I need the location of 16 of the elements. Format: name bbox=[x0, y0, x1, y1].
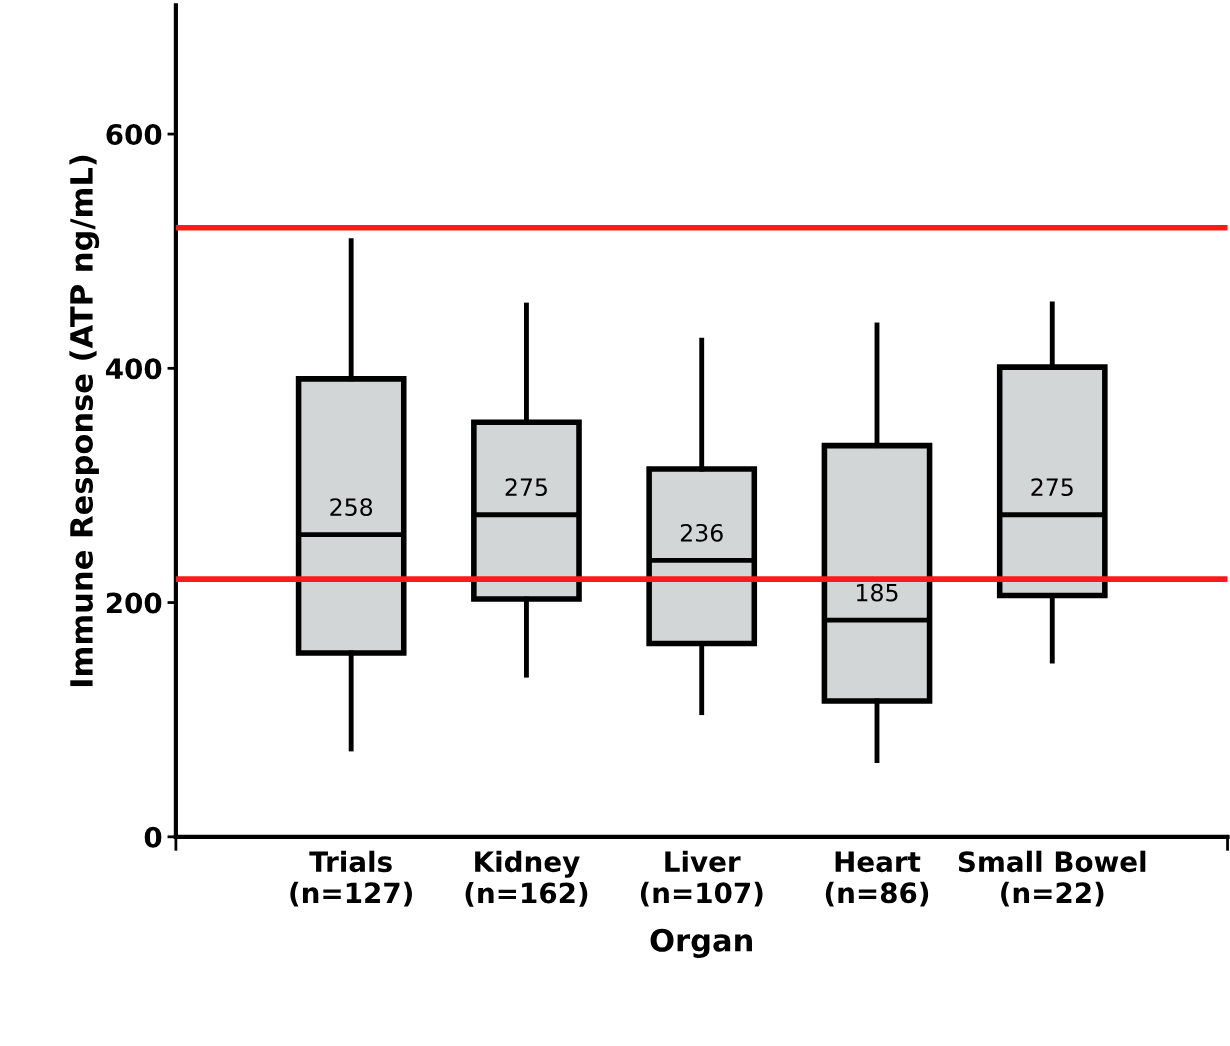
y-tick-label: 200 bbox=[106, 592, 162, 614]
y-tick-label: 600 bbox=[106, 124, 162, 146]
x-tick-label: Liver (n=107) bbox=[640, 850, 763, 907]
text: 236 bbox=[680, 523, 723, 542]
text: 275 bbox=[1031, 478, 1073, 497]
text: 258 bbox=[330, 498, 373, 516]
y-axis-title: Immune Response (ATP ng/mL) bbox=[69, 155, 100, 687]
x-tick-label: Small Bowel (n=22) bbox=[958, 850, 1146, 907]
x-tick-label: Heart (n=86) bbox=[825, 851, 929, 907]
x-tick-label: Trials (n=127) bbox=[290, 850, 412, 907]
y-tick-label: 0 bbox=[144, 826, 162, 848]
text: 185 bbox=[857, 583, 898, 602]
y-tick-label: 400 bbox=[105, 358, 162, 380]
x-tick-label: Kidney (n=162) bbox=[465, 850, 588, 907]
text: 275 bbox=[505, 478, 547, 497]
x-axis-title: Organ bbox=[650, 928, 752, 958]
